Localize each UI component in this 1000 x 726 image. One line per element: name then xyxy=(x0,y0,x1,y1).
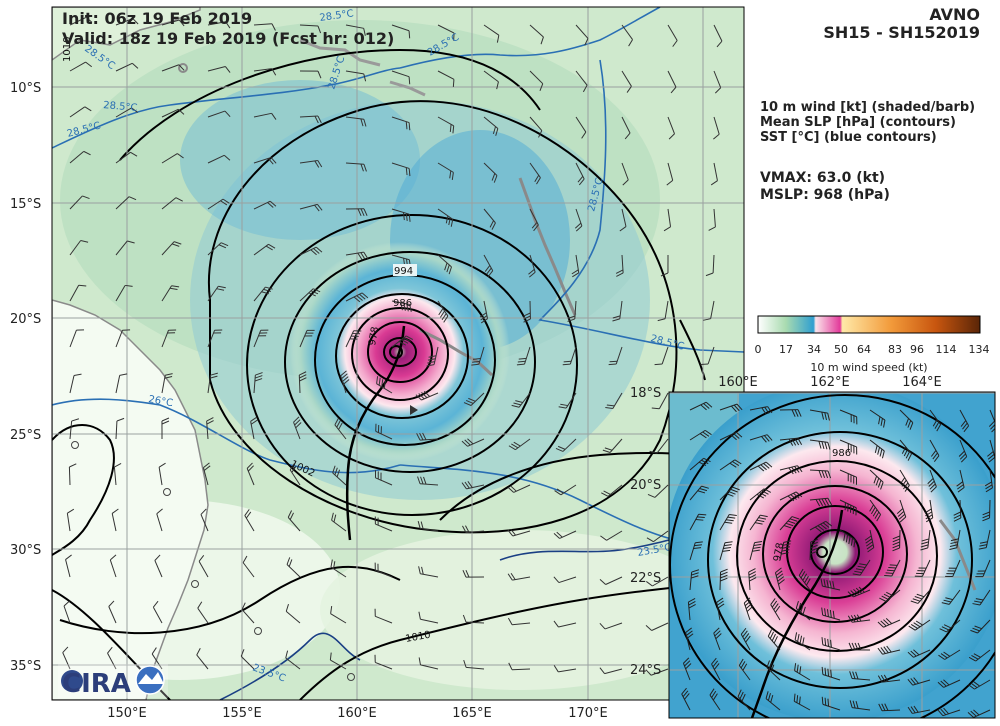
valid-time: Valid: 18z 19 Feb 2019 (Fcst hr: 012) xyxy=(62,29,394,48)
lon-tick: 165°E xyxy=(452,706,492,721)
lon-tick: 160°E xyxy=(337,706,377,721)
main-lat-ticks: 10°S 15°S 20°S 25°S 30°S 35°S xyxy=(10,81,41,674)
colorbar-label: 10 m wind speed (kt) xyxy=(810,361,927,374)
colorbar-ramp xyxy=(758,316,980,333)
colorbar-tick: 34 xyxy=(807,343,821,356)
lon-tick: 150°E xyxy=(107,706,147,721)
vmax-readout: VMAX: 63.0 (kt) xyxy=(760,170,885,187)
legend-line-slp: Mean SLP [hPa] (contours) xyxy=(760,115,956,130)
inset-lon-tick: 164°E xyxy=(902,375,942,390)
colorbar-tick: 17 xyxy=(779,343,793,356)
lat-tick: 25°S xyxy=(10,428,41,443)
inset-lat-tick: 18°S xyxy=(630,386,661,401)
model-name: AVNO xyxy=(929,5,980,24)
colorbar-tick: 134 xyxy=(969,343,990,356)
inset-lat-tick: 20°S xyxy=(630,478,661,493)
colorbar-tick: 96 xyxy=(910,343,924,356)
inset-lon-ticks: 160°E 162°E 164°E xyxy=(718,375,942,390)
inset-pressure-label-986: 986 xyxy=(832,448,851,459)
storm-id: SH15 - SH152019 xyxy=(823,23,980,42)
legend-line-wind: 10 m wind [kt] (shaded/barb) xyxy=(760,100,975,115)
lon-tick: 155°E xyxy=(222,706,262,721)
inset-lat-tick: 22°S xyxy=(630,571,661,586)
lat-tick: 15°S xyxy=(10,197,41,212)
inset-lat-tick: 24°S xyxy=(630,663,661,678)
lon-tick: 170°E xyxy=(568,706,608,721)
legend-line-sst: SST [°C] (blue contours) xyxy=(760,130,937,145)
logo-text: CIRA xyxy=(62,669,131,699)
lat-tick: 35°S xyxy=(10,659,41,674)
main-lon-ticks: 150°E 155°E 160°E 165°E 170°E xyxy=(107,706,608,721)
mslp-readout: MSLP: 968 (hPa) xyxy=(760,187,890,204)
cira-logo: CIRA xyxy=(58,664,168,699)
colorbar-tick: 83 xyxy=(888,343,902,356)
colorbar: 0 17 34 50 64 83 96 114 134 10 m wind sp… xyxy=(755,316,990,374)
pressure-label-994: 994 xyxy=(394,266,413,277)
pressure-label-986: 986 xyxy=(393,298,412,309)
init-time: Init: 06z 19 Feb 2019 xyxy=(62,9,252,28)
inset-lon-tick: 160°E xyxy=(718,375,758,390)
colorbar-tick: 0 xyxy=(755,343,762,356)
lat-tick: 30°S xyxy=(10,543,41,558)
colorbar-tick: 64 xyxy=(857,343,871,356)
inset-map-field xyxy=(665,382,1000,722)
lat-tick: 20°S xyxy=(10,312,41,327)
colorbar-tick: 50 xyxy=(834,343,848,356)
inset-lon-tick: 162°E xyxy=(810,375,850,390)
colorbar-tick: 114 xyxy=(936,343,957,356)
lat-tick: 10°S xyxy=(10,81,41,96)
colorbar-ticks: 0 17 34 50 64 83 96 114 134 xyxy=(755,343,990,356)
